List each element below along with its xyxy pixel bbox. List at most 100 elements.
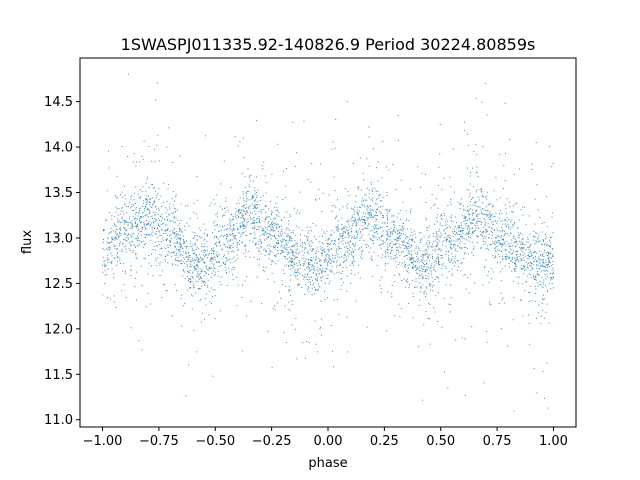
data-point bbox=[146, 234, 148, 236]
data-point bbox=[232, 242, 234, 244]
data-point bbox=[180, 263, 182, 265]
data-point bbox=[159, 215, 161, 217]
data-point bbox=[217, 254, 219, 256]
data-point bbox=[301, 241, 303, 243]
data-point bbox=[351, 251, 353, 253]
data-point bbox=[288, 235, 290, 237]
data-point bbox=[325, 255, 327, 257]
data-point bbox=[546, 252, 548, 254]
data-point bbox=[445, 250, 447, 252]
data-point bbox=[317, 270, 319, 272]
data-point bbox=[189, 243, 191, 245]
data-point bbox=[411, 240, 413, 242]
data-point bbox=[497, 245, 499, 247]
data-point bbox=[303, 264, 305, 266]
data-point bbox=[412, 258, 414, 260]
data-point bbox=[286, 341, 288, 343]
data-point bbox=[519, 248, 521, 250]
data-point bbox=[169, 208, 171, 210]
data-point bbox=[492, 240, 494, 242]
data-point bbox=[258, 215, 260, 217]
data-point bbox=[321, 235, 323, 237]
data-point bbox=[203, 250, 205, 252]
data-point bbox=[416, 272, 418, 274]
data-point bbox=[485, 213, 487, 215]
data-point bbox=[531, 163, 533, 165]
data-point bbox=[361, 218, 363, 220]
data-point bbox=[287, 241, 289, 243]
data-point bbox=[191, 272, 193, 274]
data-point bbox=[163, 239, 165, 241]
data-point bbox=[480, 233, 482, 235]
data-point bbox=[437, 257, 439, 259]
data-point bbox=[386, 194, 388, 196]
data-point bbox=[425, 217, 427, 219]
data-point bbox=[176, 238, 178, 240]
data-point bbox=[230, 224, 232, 226]
data-point bbox=[258, 211, 260, 213]
data-point bbox=[408, 287, 410, 289]
data-point bbox=[261, 164, 263, 166]
data-point bbox=[411, 250, 413, 252]
data-point bbox=[229, 220, 231, 222]
data-point bbox=[111, 237, 113, 239]
data-point bbox=[390, 242, 392, 244]
data-point bbox=[487, 248, 489, 250]
data-point bbox=[132, 232, 134, 234]
data-point bbox=[346, 101, 348, 103]
data-point bbox=[267, 216, 269, 218]
data-point bbox=[286, 249, 288, 251]
data-point bbox=[142, 246, 144, 248]
data-point bbox=[119, 242, 121, 244]
data-point bbox=[529, 256, 531, 258]
data-point bbox=[378, 236, 380, 238]
data-point bbox=[443, 230, 445, 232]
data-point bbox=[187, 271, 189, 273]
data-point bbox=[241, 241, 243, 243]
data-point bbox=[302, 262, 304, 264]
data-point bbox=[462, 237, 464, 239]
data-point bbox=[159, 219, 161, 221]
data-point bbox=[427, 246, 429, 248]
data-point bbox=[115, 195, 117, 197]
data-point bbox=[130, 275, 132, 277]
data-point bbox=[111, 215, 113, 217]
data-point bbox=[417, 259, 419, 261]
data-point bbox=[421, 267, 423, 269]
data-point bbox=[248, 199, 250, 201]
data-point bbox=[140, 216, 142, 218]
data-point bbox=[151, 218, 153, 220]
data-point bbox=[281, 250, 283, 252]
data-point bbox=[265, 216, 267, 218]
data-point bbox=[144, 223, 146, 225]
data-point bbox=[351, 231, 353, 233]
data-point bbox=[461, 198, 463, 200]
data-point bbox=[342, 262, 344, 264]
data-point bbox=[385, 250, 387, 252]
data-point bbox=[495, 176, 497, 178]
data-point bbox=[242, 224, 244, 226]
data-point bbox=[307, 259, 309, 261]
data-point bbox=[296, 256, 298, 258]
data-point bbox=[255, 213, 257, 215]
data-point bbox=[199, 273, 201, 275]
data-point bbox=[103, 266, 105, 268]
data-point bbox=[321, 255, 323, 257]
data-point bbox=[329, 259, 331, 261]
data-point bbox=[416, 268, 418, 270]
data-point bbox=[109, 242, 111, 244]
data-point bbox=[105, 265, 107, 267]
data-point bbox=[448, 258, 450, 260]
data-point bbox=[216, 224, 218, 226]
data-point bbox=[537, 282, 539, 284]
data-point bbox=[249, 240, 251, 242]
data-point bbox=[468, 144, 470, 146]
data-point bbox=[362, 212, 364, 214]
data-point bbox=[446, 277, 448, 279]
data-point bbox=[266, 182, 268, 184]
data-point bbox=[256, 229, 258, 231]
data-point bbox=[275, 238, 277, 240]
data-point bbox=[146, 178, 148, 180]
data-point bbox=[438, 292, 440, 294]
data-point bbox=[306, 278, 308, 280]
